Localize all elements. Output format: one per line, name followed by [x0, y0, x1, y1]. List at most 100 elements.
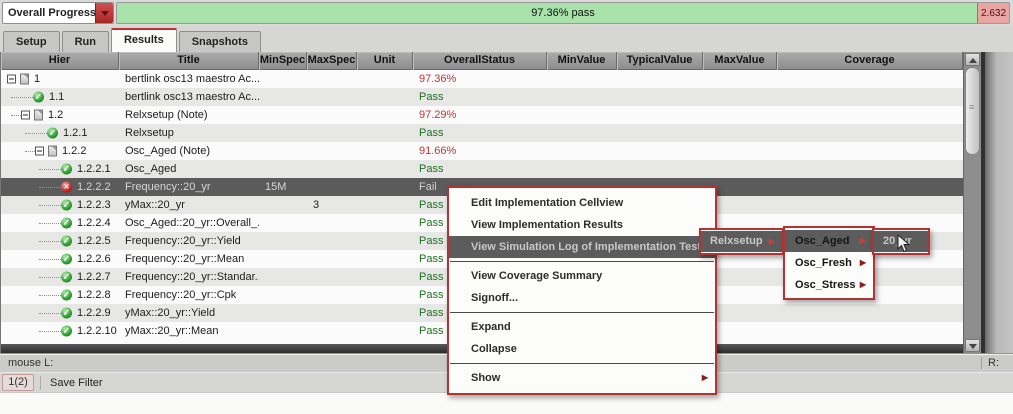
typicalvalue-cell [617, 124, 703, 142]
hier-label: 1.2.1 [63, 127, 88, 139]
submenu-item-relxsetup[interactable]: Relxsetup ▶ [701, 231, 782, 252]
fail-icon [61, 179, 72, 195]
coverage-cell [777, 88, 963, 106]
status-cell: Pass [419, 253, 444, 265]
menu-item-signoff[interactable]: Signoff... [449, 287, 715, 309]
hier-cell: 1.2.2.7 [1, 268, 119, 286]
progress-pass-label: 97.36% pass [531, 7, 595, 19]
submenu-arrow-icon: ▶ [859, 258, 866, 267]
status-cell: Fail [419, 181, 437, 193]
title-cell: Frequency::20_yr::Cpk [125, 289, 237, 301]
top-bar: Overall Progress 97.36% pass 2.632 [0, 0, 1013, 26]
status-cell: 97.36% [419, 73, 457, 85]
maxspec-cell [307, 232, 357, 250]
column-header-maxvalue[interactable]: MaxValue [703, 52, 777, 70]
table-row[interactable]: 1.2.2 Osc_Aged (Note) 91.66% [1, 142, 963, 160]
minspec-cell [259, 322, 307, 340]
progress-mode-dropdown-button[interactable] [95, 3, 113, 23]
unit-cell [357, 196, 413, 214]
coverage-cell [777, 70, 963, 88]
unit-cell [357, 250, 413, 268]
column-header-title[interactable]: Title [119, 52, 259, 70]
table-row[interactable]: 1 bertlink osc13 maestro Ac... 97.36% [1, 70, 963, 88]
chevron-down-icon [100, 10, 109, 16]
typicalvalue-cell [617, 160, 703, 178]
collapse-toggle-icon[interactable] [7, 74, 16, 84]
minspec-cell [259, 286, 307, 304]
scroll-down-button[interactable] [965, 339, 980, 352]
minspec-cell [259, 124, 307, 142]
column-header-maxspec[interactable]: MaxSpec [307, 52, 357, 70]
scrollbar-thumb[interactable] [965, 67, 980, 155]
hier-label: 1.2.2.7 [77, 271, 111, 283]
hier-cell: 1.2.2.8 [1, 286, 119, 304]
minvalue-cell [547, 106, 617, 124]
collapse-toggle-icon[interactable] [21, 110, 30, 120]
title-cell: yMax::20_yr::Yield [125, 307, 216, 319]
column-header-minspec[interactable]: MinSpec [259, 52, 307, 70]
document-icon [20, 73, 29, 85]
status-cell: Pass [419, 163, 444, 175]
menu-item-collapse[interactable]: Collapse [449, 338, 715, 360]
minvalue-cell [547, 160, 617, 178]
table-row[interactable]: 1.1 bertlink osc13 maestro Ac... Pass [1, 88, 963, 106]
table-row[interactable]: 1.2.1 Relxsetup Pass [1, 124, 963, 142]
table-row[interactable]: 1.2 Relxsetup (Note) 97.29% [1, 106, 963, 124]
pass-icon [61, 269, 72, 285]
title-cell: yMax::20_yr::Mean [125, 325, 219, 337]
status-cell: Pass [419, 217, 444, 229]
menu-item-show[interactable]: Show ▶ [449, 367, 715, 389]
maxvalue-cell [703, 160, 777, 178]
title-cell: Osc_Aged (Note) [125, 145, 210, 157]
vertical-scrollbar[interactable] [963, 52, 982, 353]
pass-icon [61, 323, 72, 339]
hier-cell: 1.2.2.4 [1, 214, 119, 232]
pass-icon [61, 215, 72, 231]
mouse-right-label: R: [981, 357, 1013, 369]
hier-label: 1.1 [49, 91, 65, 103]
tab-snapshots[interactable]: Snapshots [178, 31, 261, 52]
hier-label: 1.2 [48, 109, 64, 121]
tab-setup[interactable]: Setup [3, 31, 60, 52]
progress-mode-select[interactable]: Overall Progress [2, 2, 114, 24]
typicalvalue-cell [617, 106, 703, 124]
coverage-cell [777, 304, 963, 322]
menu-item-expand[interactable]: Expand [449, 316, 715, 338]
hier-cell: 1.2.2.1 [1, 160, 119, 178]
divider [40, 375, 41, 390]
scroll-up-button[interactable] [965, 53, 980, 66]
submenu-item-osc-aged[interactable]: Osc_Aged ▶ [785, 230, 873, 252]
submenu-item-osc-stress[interactable]: Osc_Stress ▶ [785, 274, 873, 296]
menu-item-edit-implementation-cellview[interactable]: Edit Implementation Cellview [449, 192, 715, 214]
minspec-cell [259, 196, 307, 214]
coverage-cell [777, 106, 963, 124]
column-header-coverage[interactable]: Coverage [777, 52, 963, 70]
status-cell: Pass [419, 325, 444, 337]
filter-count-badge[interactable]: 1(2) [2, 374, 34, 391]
menu-item-label: Osc_Fresh [795, 257, 852, 269]
column-header-hier[interactable]: Hier [1, 52, 119, 70]
tab-results[interactable]: Results [110, 28, 177, 52]
collapse-toggle-icon[interactable] [35, 146, 44, 156]
save-filter-button[interactable]: Save Filter [50, 376, 103, 389]
submenu-item-osc-fresh[interactable]: Osc_Fresh ▶ [785, 252, 873, 274]
menu-item-view-implementation-results[interactable]: View Implementation Results [449, 214, 715, 236]
hier-cell: 1.2.2 [1, 142, 119, 160]
menu-item-view-simulation-log-of-implementation-test[interactable]: View Simulation Log of Implementation Te… [449, 236, 715, 258]
maxspec-cell [307, 250, 357, 268]
maxspec-cell [307, 286, 357, 304]
table-row[interactable]: 1.2.2.1 Osc_Aged Pass [1, 160, 963, 178]
typicalvalue-cell [617, 88, 703, 106]
tab-run[interactable]: Run [61, 31, 109, 52]
minspec-cell [259, 214, 307, 232]
maxspec-cell [307, 268, 357, 286]
typicalvalue-cell [617, 70, 703, 88]
column-header-unit[interactable]: Unit [357, 52, 413, 70]
menu-item-view-coverage-summary[interactable]: View Coverage Summary [449, 265, 715, 287]
menu-separator [450, 363, 714, 364]
pass-icon [61, 233, 72, 249]
column-header-typicalvalue[interactable]: TypicalValue [617, 52, 703, 70]
column-header-overallstatus[interactable]: OverallStatus [413, 52, 547, 70]
column-header-minvalue[interactable]: MinValue [547, 52, 617, 70]
